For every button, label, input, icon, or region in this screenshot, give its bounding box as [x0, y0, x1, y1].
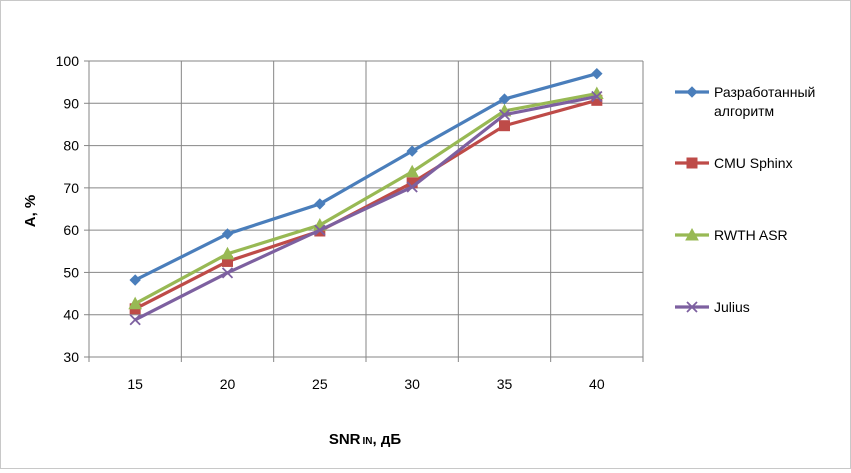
y-tick-label: 30: [63, 349, 79, 365]
x-axis-title-unit: , дБ: [373, 431, 402, 448]
legend-label: RWTH ASR: [714, 227, 788, 243]
x-tick-label: 40: [589, 376, 605, 392]
legend-entry: CMU Sphinx: [675, 155, 793, 171]
y-tick-label: 40: [63, 307, 79, 323]
x-axis-title-sub: IN: [363, 436, 373, 447]
legend-label: CMU Sphinx: [714, 155, 793, 171]
x-tick-labels: 15 20 25 30 35 40: [127, 376, 604, 392]
data-point: [406, 145, 418, 157]
legend-entry: Julius: [675, 299, 750, 315]
legend-entry: RWTH ASR: [675, 227, 788, 243]
x-tick-label: 30: [404, 376, 420, 392]
x-axis-title-main: SNR: [329, 431, 361, 448]
y-tick-label: 70: [63, 180, 79, 196]
legend-label: Julius: [714, 299, 750, 315]
series: [129, 67, 603, 286]
series-line: [134, 91, 598, 306]
legend-label: Разработанный: [714, 84, 815, 100]
x-tick-label: 35: [497, 376, 513, 392]
legend-marker: [686, 86, 698, 98]
data-point: [591, 67, 603, 80]
y-tick-label: 90: [63, 95, 79, 111]
legend-entry: Разработанный алгоритм: [675, 84, 815, 119]
data-point: [405, 164, 420, 178]
y-tick-label: 80: [63, 138, 79, 154]
data-point: [498, 109, 511, 121]
data-point: [499, 120, 510, 132]
x-tick-label: 15: [127, 376, 143, 392]
legend-label: алгоритм: [714, 103, 774, 119]
data-point: [221, 228, 234, 240]
series: [129, 90, 603, 326]
data-point: [314, 224, 326, 236]
x-tick-label: 25: [312, 376, 328, 392]
data-point: [314, 198, 326, 210]
data-point: [591, 90, 603, 103]
series-line: [134, 72, 598, 282]
series-group: [128, 67, 604, 326]
axes: [84, 60, 644, 362]
y-axis-title: A, %: [22, 195, 39, 228]
data-point: [221, 267, 234, 279]
data-point: [220, 246, 235, 260]
legend: Разработанный алгоритм CMU Sphinx RWTH ASR J…: [675, 84, 815, 315]
series: [128, 86, 604, 310]
x-tick-label: 20: [220, 376, 236, 392]
series-line: [134, 94, 598, 322]
legend-marker: [686, 157, 698, 169]
data-point: [406, 181, 418, 193]
gridlines: [88, 60, 644, 358]
data-point: [129, 274, 141, 286]
legend-marker: [686, 301, 698, 313]
data-point: [129, 314, 141, 326]
legend-marker: [685, 227, 699, 241]
data-point: [128, 296, 143, 310]
y-tick-label: 100: [56, 53, 80, 69]
y-tick-label: 60: [63, 222, 79, 238]
y-tick-label: 50: [63, 264, 79, 280]
y-tick-labels: 30 40 50 60 70 80 90 100: [56, 53, 80, 365]
x-axis-title: SNR IN, дБ: [329, 431, 402, 448]
